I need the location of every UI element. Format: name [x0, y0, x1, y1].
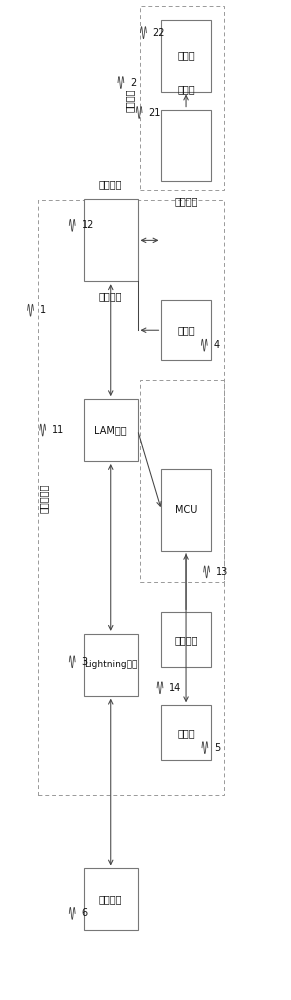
- Bar: [162, 469, 211, 551]
- Text: 控制按键: 控制按键: [174, 635, 198, 645]
- Text: Lightning接头: Lightning接头: [84, 660, 137, 669]
- Text: MCU: MCU: [175, 505, 197, 515]
- Text: 2: 2: [130, 78, 136, 88]
- Bar: [162, 705, 211, 760]
- Text: 12: 12: [81, 220, 94, 230]
- Text: 麦克風: 麦克風: [177, 325, 195, 335]
- Text: 21: 21: [148, 108, 161, 118]
- Bar: [162, 300, 211, 360]
- Text: 6: 6: [81, 908, 88, 918]
- Bar: [84, 868, 138, 930]
- Bar: [84, 199, 138, 281]
- Text: 放大器: 放大器: [177, 85, 195, 95]
- Bar: [162, 612, 211, 667]
- Bar: [140, 380, 224, 582]
- Bar: [84, 634, 138, 696]
- Text: 音效控制盒: 音效控制盒: [38, 483, 48, 513]
- Text: 数字音频: 数字音频: [99, 291, 123, 301]
- Text: 11: 11: [52, 425, 64, 435]
- Bar: [162, 20, 211, 92]
- Text: 14: 14: [169, 683, 182, 693]
- Bar: [84, 399, 138, 461]
- Text: 指示灯: 指示灯: [177, 728, 195, 738]
- Text: 5: 5: [214, 743, 220, 753]
- Bar: [140, 6, 224, 190]
- Text: 处理芯片: 处理芯片: [99, 179, 123, 189]
- Text: 1: 1: [40, 305, 46, 315]
- Text: 13: 13: [216, 567, 228, 577]
- Text: 扬声器: 扬声器: [177, 51, 195, 61]
- Text: 4: 4: [214, 340, 220, 350]
- Text: 音频设备: 音频设备: [99, 894, 123, 904]
- Bar: [38, 200, 224, 795]
- Text: 22: 22: [153, 28, 165, 38]
- Text: 音频信号: 音频信号: [174, 196, 198, 206]
- Text: 耳机听筒: 耳机听筒: [125, 89, 135, 112]
- Bar: [162, 110, 211, 181]
- Text: 3: 3: [81, 657, 88, 667]
- Text: LAM模组: LAM模组: [95, 425, 127, 435]
